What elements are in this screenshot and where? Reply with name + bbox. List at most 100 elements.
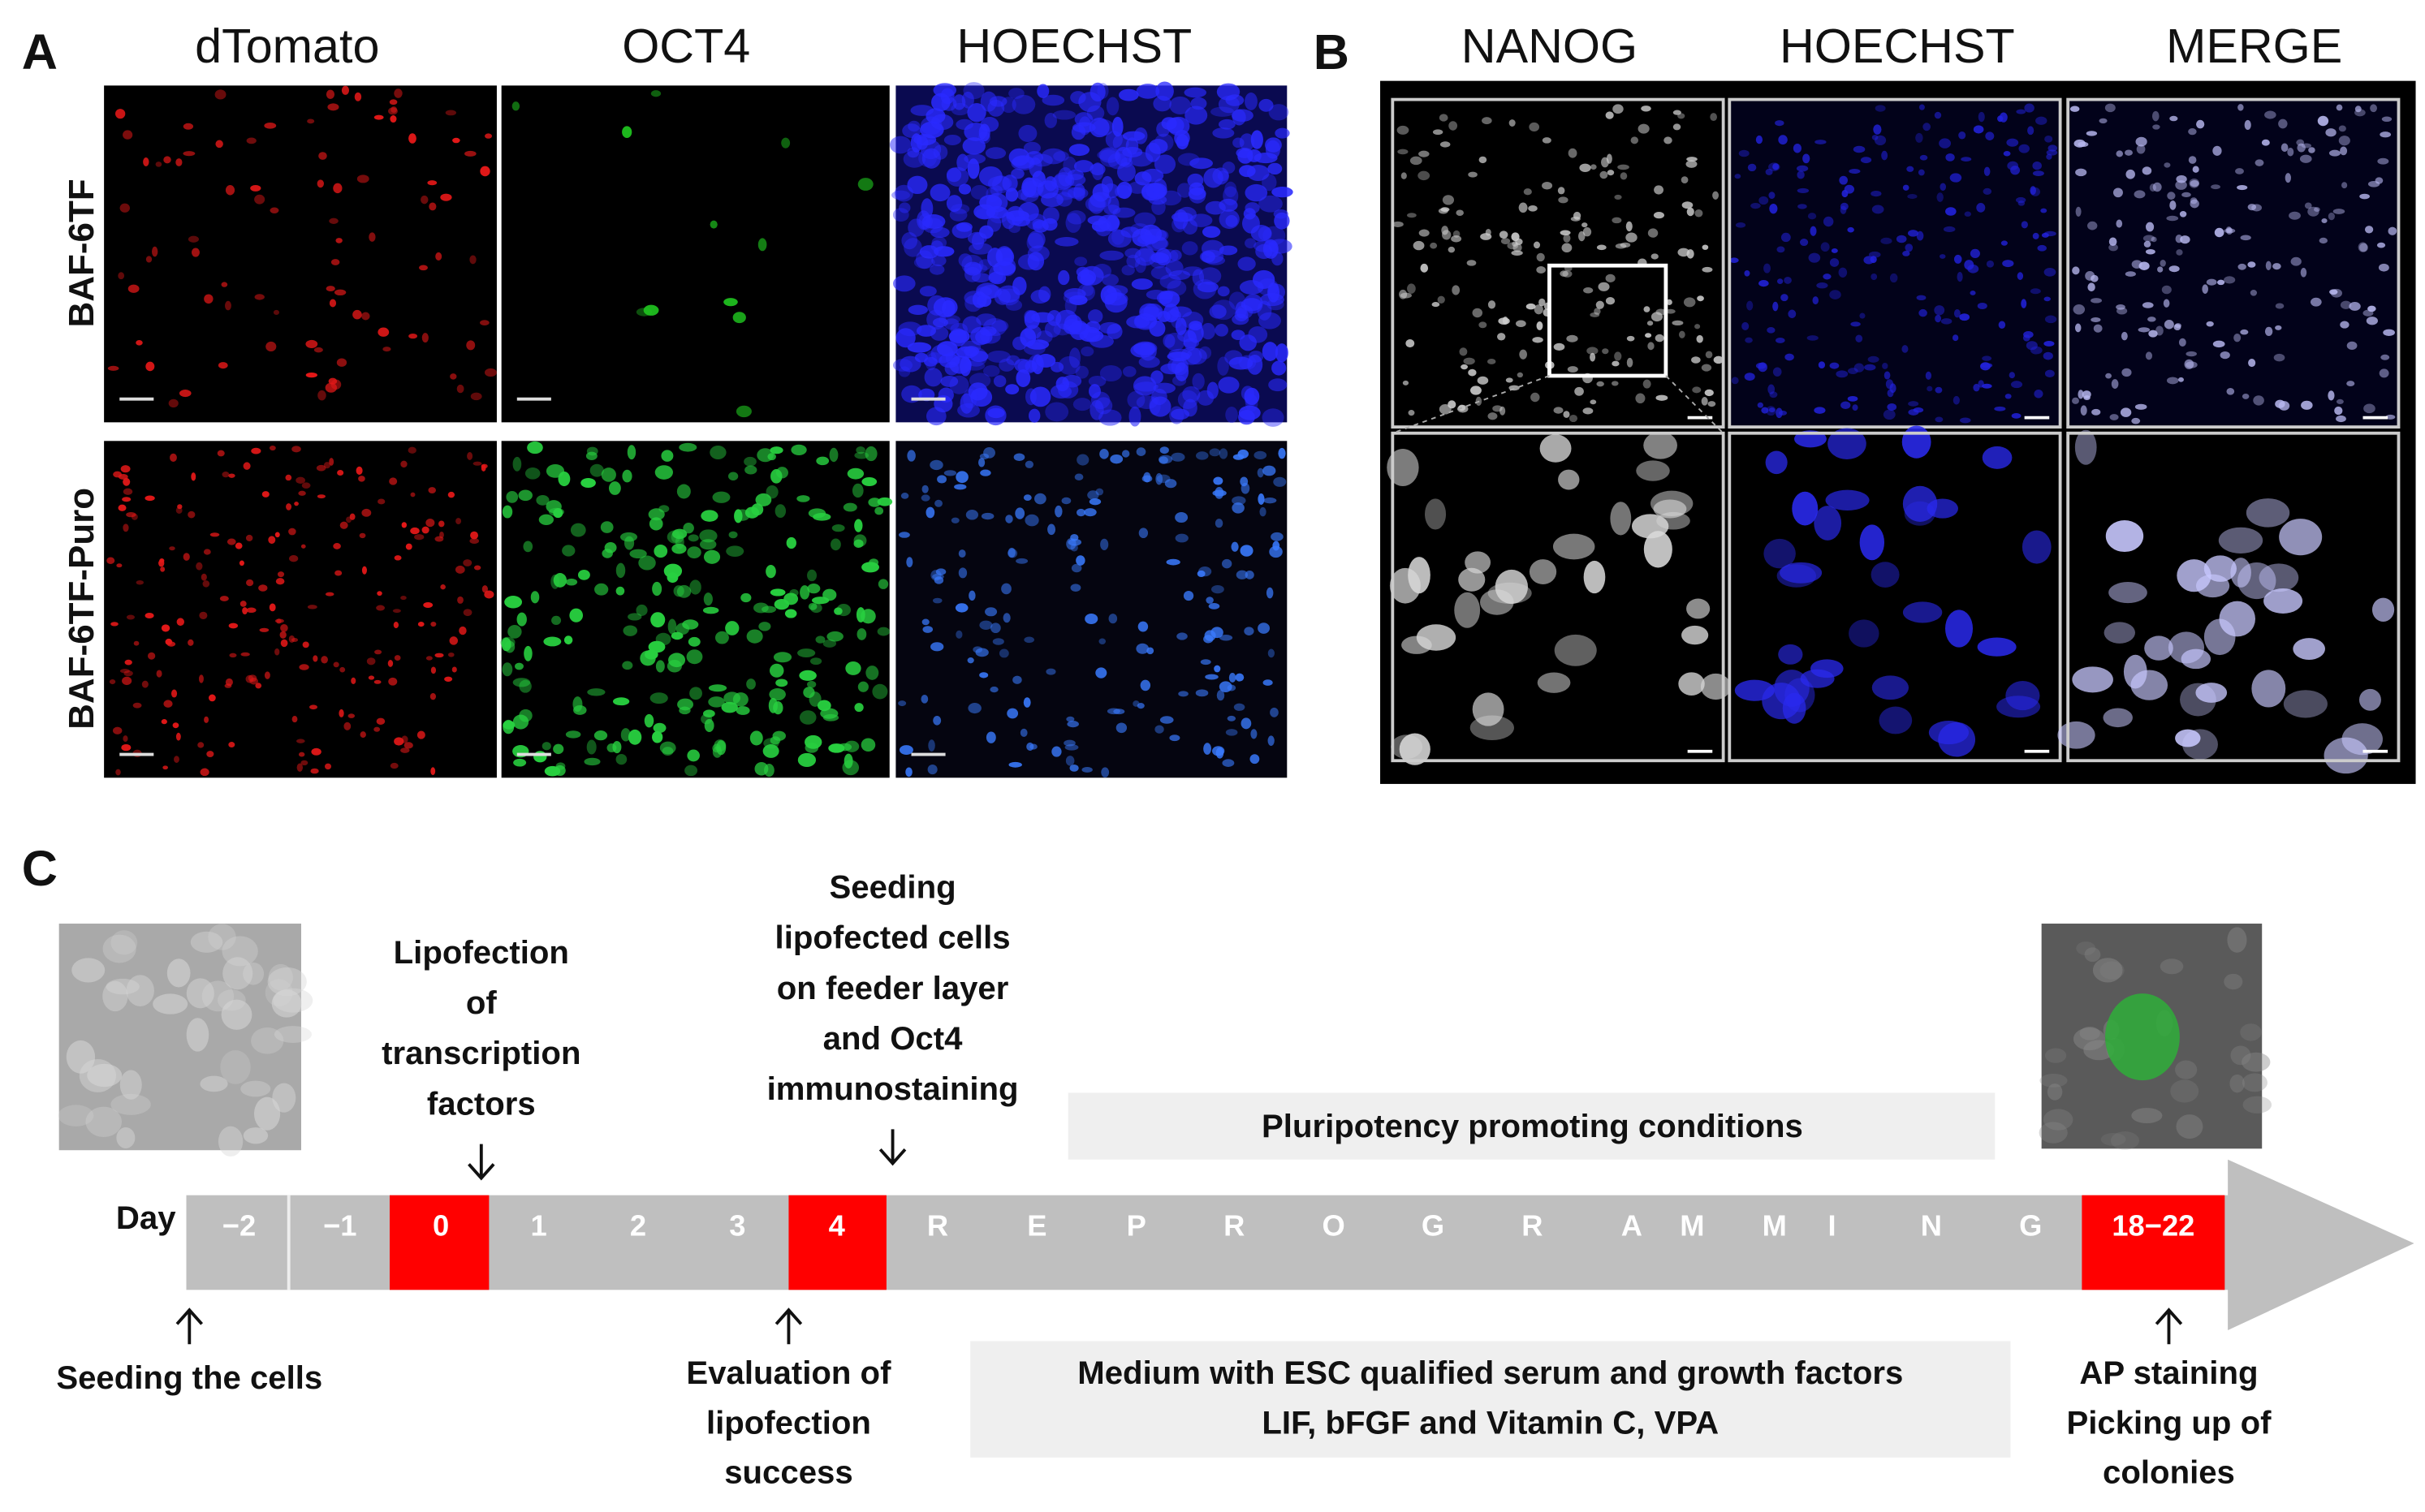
- cell: [444, 676, 453, 682]
- cell: [1166, 117, 1184, 134]
- cell: [1977, 302, 1987, 310]
- cell: [1655, 334, 1664, 342]
- cell: [704, 718, 714, 732]
- cell: [587, 688, 606, 696]
- micrograph: [1391, 97, 1725, 429]
- cell: [928, 739, 935, 752]
- cell: [1262, 174, 1277, 192]
- cell: [1014, 358, 1030, 373]
- cell: [913, 256, 935, 269]
- image-frame: [1728, 97, 2062, 429]
- cell: [844, 740, 860, 752]
- cell: [1258, 493, 1265, 505]
- cell: [1224, 181, 1237, 198]
- cell: [1653, 212, 1665, 219]
- cell: [734, 509, 743, 523]
- cell: [1126, 315, 1150, 329]
- cell: [373, 726, 381, 732]
- cell: [429, 202, 437, 211]
- cell: [615, 753, 628, 765]
- cell: [1511, 232, 1520, 242]
- cell: [958, 549, 966, 558]
- cell: [1745, 337, 1753, 343]
- cell: [2182, 729, 2218, 760]
- cell: [119, 203, 130, 213]
- cell: [527, 441, 543, 454]
- cell: [854, 519, 863, 532]
- cell: [1607, 170, 1615, 176]
- cell: [466, 340, 476, 351]
- day-label: 2: [630, 1208, 646, 1242]
- cell: [2135, 136, 2147, 147]
- cell: [1024, 636, 1034, 644]
- cell: [1757, 402, 1763, 408]
- cell: [1400, 172, 1407, 179]
- cell: [1840, 401, 1851, 410]
- cell: [417, 621, 425, 627]
- cell: [1275, 127, 1290, 139]
- cell: [1776, 564, 1817, 588]
- cell: [1154, 154, 1176, 174]
- cell: [2336, 398, 2344, 404]
- cell: [188, 235, 199, 243]
- cell: [803, 687, 815, 698]
- cell: [352, 309, 362, 320]
- cell: [2240, 329, 2249, 335]
- cell: [990, 622, 1001, 634]
- cell: [958, 253, 973, 268]
- cell: [1258, 98, 1274, 112]
- cell: [985, 147, 1007, 159]
- cell: [992, 638, 1004, 645]
- cell: [907, 342, 932, 353]
- cell: [654, 544, 668, 558]
- cell: [671, 631, 684, 640]
- cell: [1523, 188, 1532, 196]
- cell: [1605, 296, 1616, 305]
- cell: [1150, 370, 1163, 384]
- cell: [989, 96, 1008, 107]
- cell: [1405, 339, 1415, 348]
- day-label: I: [1827, 1208, 1836, 1242]
- cell: [307, 605, 317, 610]
- cell: [289, 555, 299, 562]
- cell: [387, 660, 394, 667]
- cell: [1814, 407, 1826, 414]
- cell: [326, 89, 335, 99]
- cell: [333, 183, 343, 194]
- cell: [2181, 648, 2211, 670]
- cell: [712, 491, 731, 503]
- cell: [1800, 669, 1835, 688]
- cell: [1767, 327, 1776, 334]
- cell: [1838, 267, 1848, 278]
- cell: [1500, 238, 1511, 244]
- cell: [1192, 269, 1205, 286]
- annotation: Seeding the cells: [56, 1359, 322, 1396]
- cell: [856, 446, 865, 454]
- cell: [2015, 196, 2026, 204]
- cell: [1439, 141, 1451, 148]
- cell: [199, 611, 208, 620]
- cell: [1663, 136, 1672, 144]
- cell: [775, 467, 788, 479]
- cell: [450, 373, 457, 380]
- cell: [1107, 708, 1120, 715]
- cell: [317, 494, 326, 499]
- cell: [1153, 382, 1176, 394]
- cell: [949, 375, 969, 394]
- cell: [1918, 308, 1927, 317]
- cell: [2043, 230, 2056, 237]
- cell: [1681, 201, 1694, 209]
- cell: [1582, 227, 1592, 237]
- cell: [558, 471, 571, 487]
- cell: [1088, 375, 1107, 387]
- cell: [1217, 356, 1229, 376]
- cell: [418, 265, 428, 271]
- cell: [1672, 320, 1684, 326]
- cell: [501, 637, 511, 652]
- cell: [1278, 447, 1286, 459]
- cell: [687, 546, 701, 559]
- cell: [655, 632, 671, 646]
- cell: [1847, 368, 1858, 374]
- cell: [1171, 358, 1189, 376]
- cell: [2359, 243, 2368, 252]
